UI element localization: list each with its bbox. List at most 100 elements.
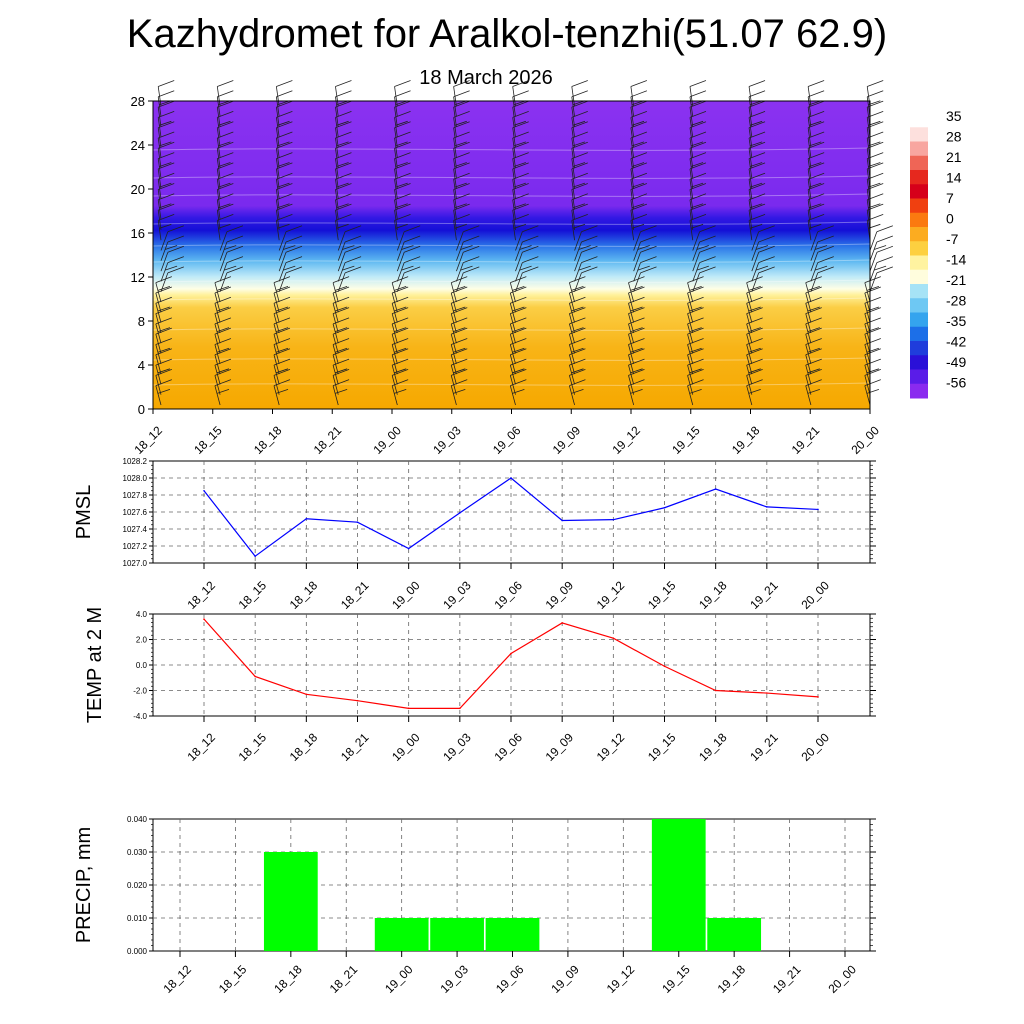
wind-barb <box>869 245 893 272</box>
colorbar-cell <box>910 341 928 356</box>
x-tick-label: 18_21 <box>311 423 345 457</box>
data-point <box>407 707 410 710</box>
data-point <box>254 675 256 678</box>
wind-barb <box>515 225 539 251</box>
colorbar-cell <box>910 184 928 199</box>
wind-barb <box>275 80 293 107</box>
contour-line <box>152 357 871 361</box>
x-tick-label: 19_06 <box>490 423 524 457</box>
precip-bar <box>374 918 429 951</box>
x-tick-label: 18_21 <box>327 962 361 996</box>
wind-barb <box>692 225 716 251</box>
colorbar-cell <box>910 312 928 328</box>
data-point <box>612 518 615 521</box>
wind-barb <box>337 225 362 251</box>
y-tick-label: 0.010 <box>127 914 148 923</box>
colorbar-label: 7 <box>946 190 954 206</box>
wind-barb <box>273 276 291 303</box>
data-point <box>817 508 819 511</box>
colorbar-label: -56 <box>946 375 966 391</box>
wind-barb <box>160 245 184 272</box>
x-tick-label: 19_18 <box>696 578 730 612</box>
wind-barb <box>396 266 421 292</box>
wind-barb <box>278 235 303 261</box>
colorbar-cell <box>910 326 928 342</box>
precip-bar <box>707 918 762 951</box>
chart-subtitle: 18 March 2026 <box>419 67 553 89</box>
x-tick-label: 19_03 <box>438 962 472 996</box>
wind-barb <box>396 256 421 282</box>
x-tick-label: 18_18 <box>271 962 305 996</box>
wind-barb <box>748 80 766 107</box>
x-tick-label: 18_18 <box>287 730 321 764</box>
x-tick-label: 19_21 <box>770 962 804 996</box>
x-tick-label: 18_12 <box>184 730 218 764</box>
colorbar-label: -14 <box>946 252 966 268</box>
wind-barb <box>278 256 303 282</box>
x-tick-label: 19_09 <box>550 423 584 457</box>
data-point <box>663 665 666 668</box>
wind-barb <box>450 276 468 303</box>
x-tick-label: 19_15 <box>659 962 693 996</box>
colorbar-cell <box>910 227 928 242</box>
wind-barb <box>160 266 184 292</box>
wind-barb <box>515 245 539 272</box>
x-tick-label: 18_21 <box>338 578 372 612</box>
y-tick-label: 0.040 <box>127 815 148 824</box>
colorbar-cell <box>910 383 928 399</box>
x-tick-label: 19_12 <box>594 578 628 612</box>
data-point <box>407 547 410 550</box>
contour-line <box>152 147 871 151</box>
colorbar-label: -42 <box>946 334 966 350</box>
contour-line <box>152 175 871 179</box>
wind-barb <box>337 256 362 282</box>
colorbar-label: 0 <box>946 211 954 227</box>
data-point <box>356 521 359 523</box>
wind-barb <box>628 276 645 303</box>
wind-barb <box>574 256 598 282</box>
wind-barb <box>219 266 244 292</box>
wind-barb <box>810 256 834 282</box>
y-tick-label: 1027.0 <box>123 559 148 568</box>
y-tick-label: 0.020 <box>127 881 148 890</box>
wind-barb <box>746 276 763 303</box>
x-tick-label: 19_18 <box>696 730 730 764</box>
wind-barb <box>633 235 657 261</box>
wind-barb <box>515 256 539 282</box>
data-point <box>561 622 563 624</box>
y-axis-title: PMSL <box>73 485 95 539</box>
panel-frame <box>152 613 871 717</box>
colorbar-label: -21 <box>946 272 966 288</box>
y-tick-label: 1027.8 <box>123 491 148 500</box>
colorbar-cell <box>910 113 928 128</box>
x-tick-label: 19_00 <box>389 730 423 764</box>
wind-barb <box>160 235 184 261</box>
x-tick-label: 19_15 <box>645 578 679 612</box>
y-tick-label: 4.0 <box>136 610 148 619</box>
wind-barb <box>219 235 244 261</box>
wind-barb <box>869 235 893 261</box>
x-tick-label: 19_06 <box>493 962 527 996</box>
wind-barb <box>219 225 244 251</box>
x-tick-label: 18_12 <box>184 578 218 612</box>
wind-barb <box>810 235 834 261</box>
wind-barb <box>396 235 421 261</box>
x-tick-label: 19_09 <box>548 962 582 996</box>
y-tick-label: 8 <box>138 314 145 329</box>
x-tick-label: 19_06 <box>491 578 525 612</box>
wind-barb <box>509 276 527 303</box>
y-tick-label: 16 <box>131 226 145 241</box>
x-tick-label: 19_18 <box>729 423 763 457</box>
wind-barb <box>515 266 539 292</box>
x-tick-label: 20_00 <box>825 962 859 996</box>
y-axis-title: TEMP at 2 M <box>84 607 106 723</box>
colorbar-label: -49 <box>946 354 966 370</box>
wind-barb <box>278 266 303 292</box>
data-point <box>356 699 359 702</box>
wind-barb <box>633 266 657 292</box>
y-tick-label: 28 <box>131 94 145 109</box>
x-tick-label: 18_12 <box>131 423 165 457</box>
wind-barb <box>335 80 352 107</box>
y-tick-label: 1027.4 <box>123 525 148 534</box>
wind-barb <box>633 256 657 282</box>
